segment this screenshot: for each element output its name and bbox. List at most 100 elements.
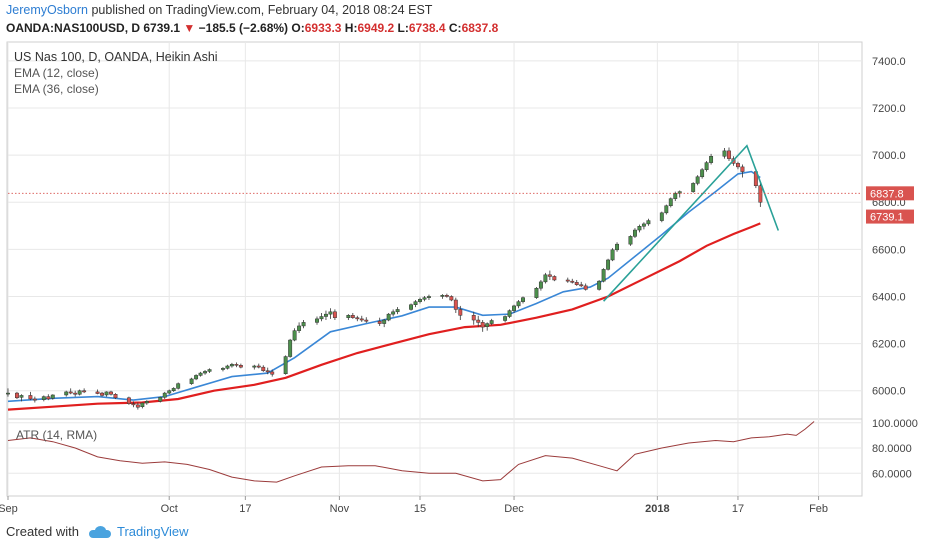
candle-body bbox=[319, 316, 324, 320]
candle bbox=[646, 218, 651, 226]
candle bbox=[547, 270, 552, 280]
candle bbox=[252, 364, 257, 370]
candle bbox=[144, 400, 149, 405]
candle-body bbox=[292, 330, 297, 341]
price-label-text: 6837.8 bbox=[870, 188, 904, 200]
candle bbox=[543, 272, 548, 284]
candle-body bbox=[409, 304, 413, 310]
candle-body bbox=[583, 285, 588, 290]
candle-body bbox=[489, 320, 494, 324]
low-label: L: bbox=[397, 21, 409, 35]
candle bbox=[283, 355, 288, 375]
tradingview-link[interactable]: TradingView bbox=[116, 524, 189, 539]
candle-body bbox=[758, 185, 763, 203]
candle-body bbox=[476, 319, 481, 323]
candle-body bbox=[547, 274, 552, 277]
candle-body bbox=[162, 392, 167, 398]
candle-body bbox=[444, 295, 449, 297]
candle-body bbox=[633, 229, 637, 237]
candle bbox=[610, 248, 615, 262]
candle bbox=[167, 389, 172, 395]
candle bbox=[722, 148, 727, 159]
time-tick-label: 2018 bbox=[645, 503, 669, 515]
candle bbox=[512, 304, 516, 313]
candle bbox=[319, 312, 324, 322]
candle bbox=[633, 228, 637, 239]
price-label-bg bbox=[866, 186, 914, 201]
candle bbox=[516, 300, 521, 309]
candle-body bbox=[727, 150, 731, 159]
candle bbox=[691, 182, 696, 193]
candle bbox=[521, 296, 525, 304]
candle bbox=[391, 309, 396, 317]
candle bbox=[140, 402, 145, 409]
candle bbox=[409, 303, 413, 311]
candle-body bbox=[6, 392, 10, 395]
candle-body bbox=[73, 392, 78, 395]
candle-body bbox=[144, 401, 149, 404]
candle-body bbox=[418, 299, 422, 302]
time-tick-label: Sep bbox=[0, 503, 18, 515]
candle bbox=[19, 394, 24, 402]
candle-body bbox=[422, 297, 427, 300]
time-tick-label: Feb bbox=[809, 503, 828, 515]
candle-body bbox=[176, 383, 181, 389]
price-change: −185.5 (−2.68%) bbox=[198, 21, 289, 35]
candle-body bbox=[207, 369, 212, 372]
candle bbox=[485, 322, 490, 331]
candle bbox=[46, 394, 51, 401]
candle bbox=[203, 369, 207, 375]
price-tick-label: 7000.0 bbox=[872, 150, 906, 162]
candle bbox=[597, 279, 602, 291]
candle-body bbox=[507, 310, 512, 317]
candle-body bbox=[538, 281, 543, 289]
candle bbox=[507, 309, 512, 319]
candle bbox=[194, 374, 199, 381]
candle bbox=[422, 296, 427, 302]
time-tick-label: Dec bbox=[504, 503, 524, 515]
candle bbox=[574, 279, 579, 286]
candle bbox=[158, 396, 163, 403]
candle bbox=[637, 224, 642, 233]
candle bbox=[350, 312, 355, 319]
atr-tick-label: 100.0000 bbox=[872, 418, 918, 430]
time-tick-label: 17 bbox=[239, 503, 251, 515]
tradingview-logo-icon[interactable] bbox=[88, 525, 111, 538]
candle bbox=[261, 365, 266, 372]
candle-body bbox=[252, 365, 257, 368]
candle-body bbox=[695, 176, 700, 184]
candle-body bbox=[664, 205, 669, 214]
candle-body bbox=[503, 316, 508, 321]
candle bbox=[570, 278, 575, 284]
candle bbox=[28, 391, 33, 401]
candle bbox=[189, 377, 194, 385]
candle-body bbox=[126, 397, 131, 404]
candle-body bbox=[104, 391, 109, 396]
candle bbox=[6, 388, 10, 397]
candle-body bbox=[229, 364, 234, 367]
candle-body bbox=[382, 319, 387, 324]
candle bbox=[489, 318, 494, 326]
created-with-text: Created with bbox=[6, 524, 79, 539]
ema36-legend: EMA (36, close) bbox=[14, 82, 99, 96]
candle bbox=[458, 305, 463, 321]
candle bbox=[418, 297, 422, 304]
price-tick-label: 6200.0 bbox=[872, 339, 906, 351]
candle-body bbox=[377, 320, 382, 324]
candle-body bbox=[68, 391, 73, 394]
low-value: 6738.4 bbox=[408, 21, 446, 35]
candle-body bbox=[64, 391, 69, 396]
candle bbox=[503, 315, 508, 323]
candle-body bbox=[458, 309, 463, 316]
candle bbox=[382, 318, 387, 328]
candle bbox=[727, 147, 731, 161]
author-link[interactable]: JeremyOsborn bbox=[6, 3, 88, 17]
candle bbox=[238, 363, 243, 369]
candle-body bbox=[440, 295, 445, 297]
ema36-line-layer bbox=[7, 222, 761, 411]
candle-body bbox=[28, 395, 33, 400]
candle bbox=[324, 310, 328, 321]
candle-body bbox=[485, 323, 490, 327]
candle bbox=[427, 294, 431, 301]
candle bbox=[386, 312, 391, 322]
